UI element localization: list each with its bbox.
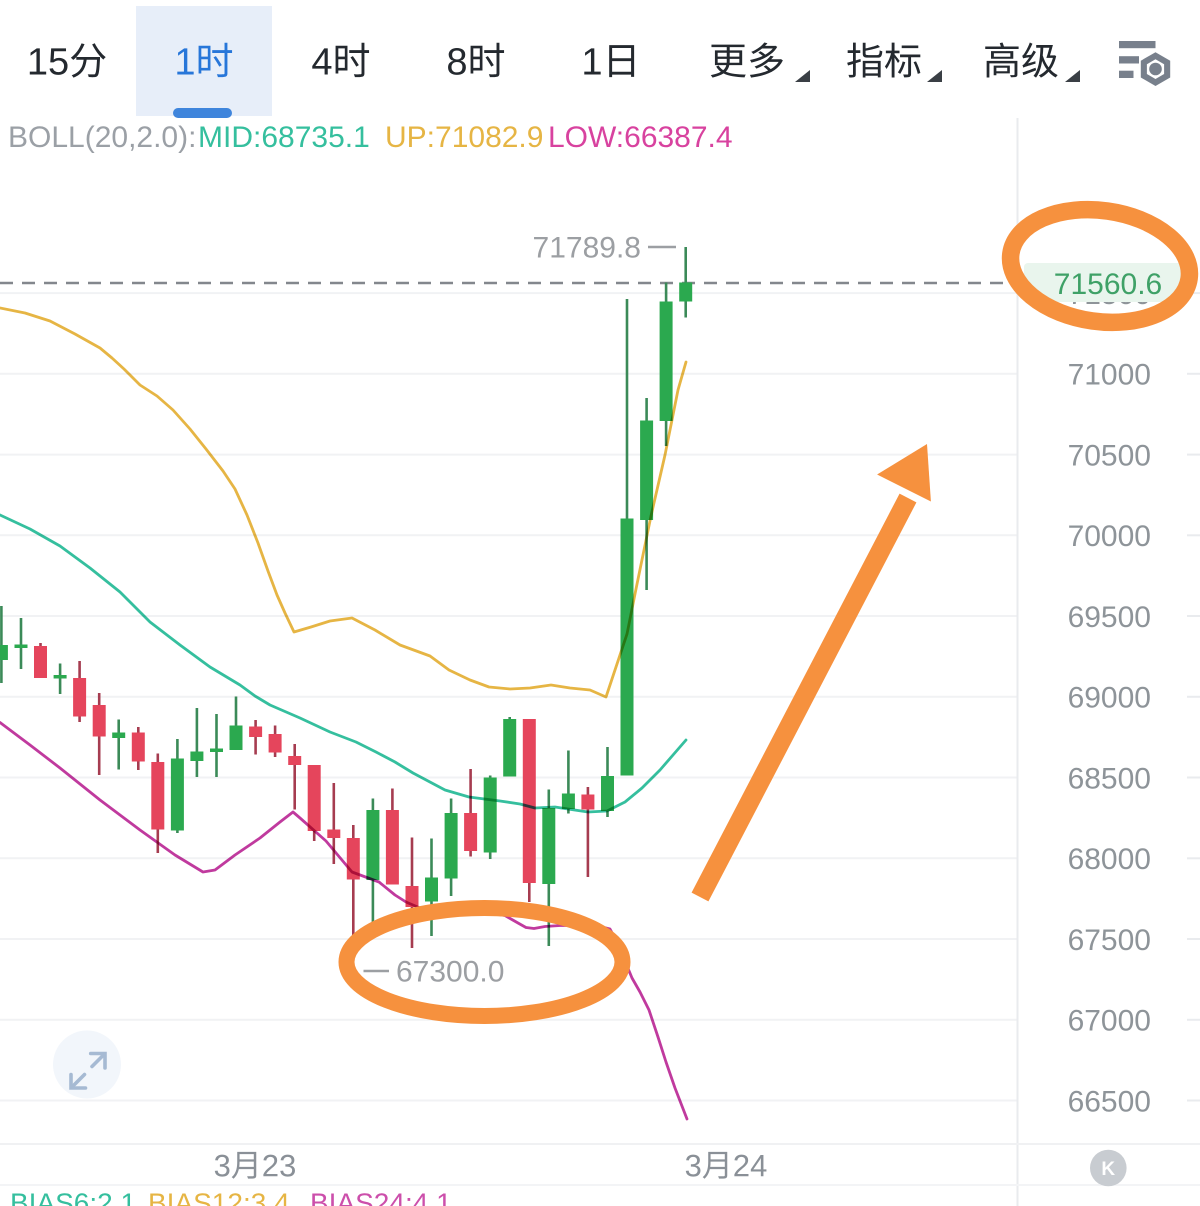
- svg-text:69000: 69000: [1068, 682, 1151, 715]
- svg-text:70500: 70500: [1068, 439, 1151, 472]
- svg-text:71789.8: 71789.8: [533, 232, 641, 265]
- svg-text:66500: 66500: [1068, 1085, 1151, 1118]
- svg-text:67000: 67000: [1068, 1005, 1151, 1038]
- svg-text:BOLL(20,2.0):MID:68735.1UP:710: BOLL(20,2.0):MID:68735.1 UP:71082.9 LOW:66…: [8, 121, 733, 154]
- svg-text:71560.6: 71560.6: [1054, 268, 1162, 301]
- svg-text:67300.0: 67300.0: [396, 956, 504, 989]
- svg-text:69500: 69500: [1068, 601, 1151, 634]
- svg-text:68500: 68500: [1068, 762, 1151, 795]
- svg-text:70000: 70000: [1068, 520, 1151, 553]
- svg-text:K: K: [1101, 1159, 1115, 1180]
- svg-text:67500: 67500: [1068, 924, 1151, 957]
- svg-text:71000: 71000: [1068, 359, 1151, 392]
- svg-text:68000: 68000: [1068, 843, 1151, 876]
